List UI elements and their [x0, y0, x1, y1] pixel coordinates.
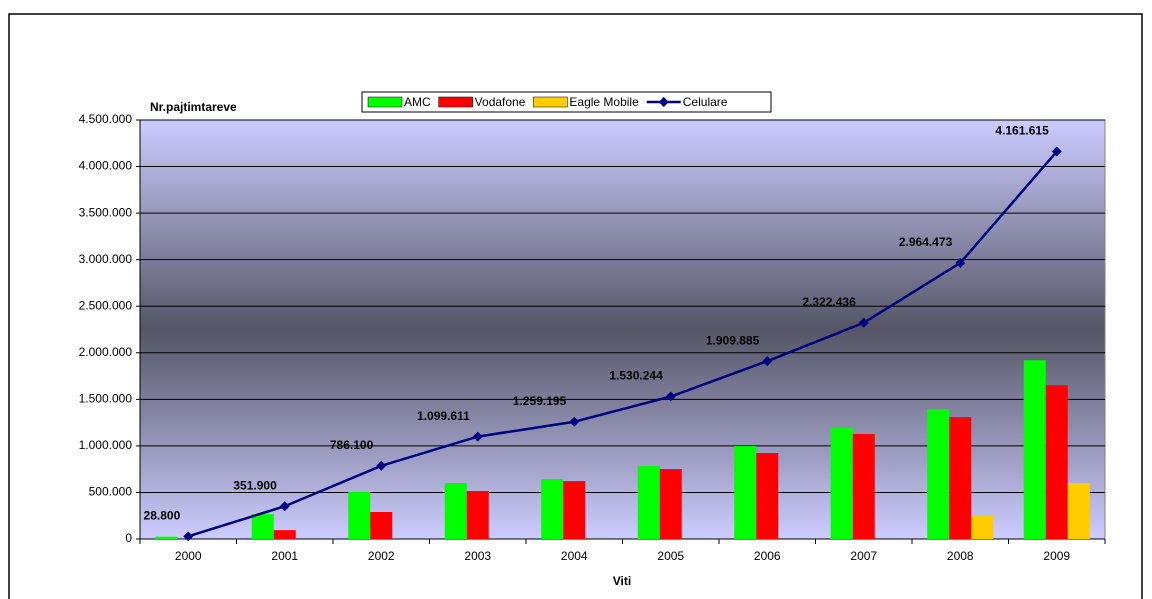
y-tick-label: 3.500.000 [79, 205, 133, 219]
bar [370, 511, 393, 539]
bar [734, 446, 757, 539]
data-label: 1.259.195 [513, 394, 567, 408]
line-marker [569, 416, 580, 427]
bar [466, 491, 489, 539]
data-label: 786.100 [330, 438, 374, 452]
bar [1067, 483, 1090, 539]
x-tick-label: 2004 [561, 549, 588, 563]
x-tick-label: 2009 [1043, 549, 1070, 563]
bar [251, 514, 274, 539]
y-tick-label: 0 [125, 531, 132, 545]
bar [1045, 385, 1068, 539]
line-marker [1051, 146, 1062, 157]
y-tick-label: 4.000.000 [79, 159, 133, 173]
line-marker [376, 460, 387, 471]
bar [155, 536, 178, 539]
bar [852, 434, 875, 539]
line-marker [665, 391, 676, 402]
bar [756, 453, 779, 539]
y-tick-label: 2.000.000 [79, 345, 133, 359]
data-label: 28.800 [144, 508, 181, 522]
x-tick-label: 2006 [754, 549, 781, 563]
x-tick-label: 2005 [657, 549, 684, 563]
bar [659, 469, 682, 539]
bar [949, 417, 972, 539]
bar [830, 428, 853, 539]
data-label: 4.161.615 [995, 124, 1049, 138]
x-tick-label: 2001 [271, 549, 298, 563]
y-tick-label: 4.500.000 [79, 112, 133, 126]
legend-label: AMC [404, 95, 431, 109]
bar [563, 481, 586, 539]
bar [541, 479, 564, 539]
y-tick-label: 1.500.000 [79, 392, 133, 406]
bar [348, 492, 371, 539]
bar [927, 409, 950, 539]
x-tick-label: 2003 [464, 549, 491, 563]
data-label: 1.530.244 [609, 369, 663, 383]
x-tick-label: 2000 [175, 549, 202, 563]
legend-swatch [533, 96, 568, 108]
y-tick-label: 500.000 [89, 485, 133, 499]
legend-swatch [438, 96, 473, 108]
line [187, 150, 1058, 538]
line-marker [858, 317, 869, 328]
data-label: 351.900 [233, 478, 277, 492]
x-axis-label: Viti [613, 574, 631, 588]
x-tick-label: 2002 [368, 549, 395, 563]
data-label: 2.964.473 [899, 235, 953, 249]
legend-swatch [367, 96, 403, 108]
legend-label: Vodafone [475, 95, 526, 109]
bar [971, 515, 994, 539]
line-marker [279, 501, 290, 512]
bar [637, 466, 660, 539]
x-tick-label: 2007 [850, 549, 877, 563]
bar [1023, 360, 1046, 539]
y-tick-label: 1.000.000 [79, 438, 133, 452]
bar [444, 483, 467, 539]
data-label: 1.909.885 [706, 333, 760, 347]
legend-label: Eagle Mobile [569, 95, 639, 109]
line-marker [472, 431, 483, 442]
bar [273, 530, 296, 539]
line-marker [183, 531, 194, 542]
legend-marker [658, 97, 669, 107]
x-tick-label: 2008 [947, 549, 974, 563]
data-label: 2.322.436 [802, 295, 856, 309]
data-label: 1.099.611 [417, 409, 470, 423]
y-tick-label: 3.000.000 [79, 252, 133, 266]
y-tick-label: 2.500.000 [79, 298, 133, 312]
legend-label: Celulare [683, 95, 728, 109]
frame [8, 13, 1143, 599]
line-marker [955, 257, 966, 268]
line-marker [762, 356, 773, 367]
y-axis-label: Nr.pajtimtareve [150, 100, 237, 114]
